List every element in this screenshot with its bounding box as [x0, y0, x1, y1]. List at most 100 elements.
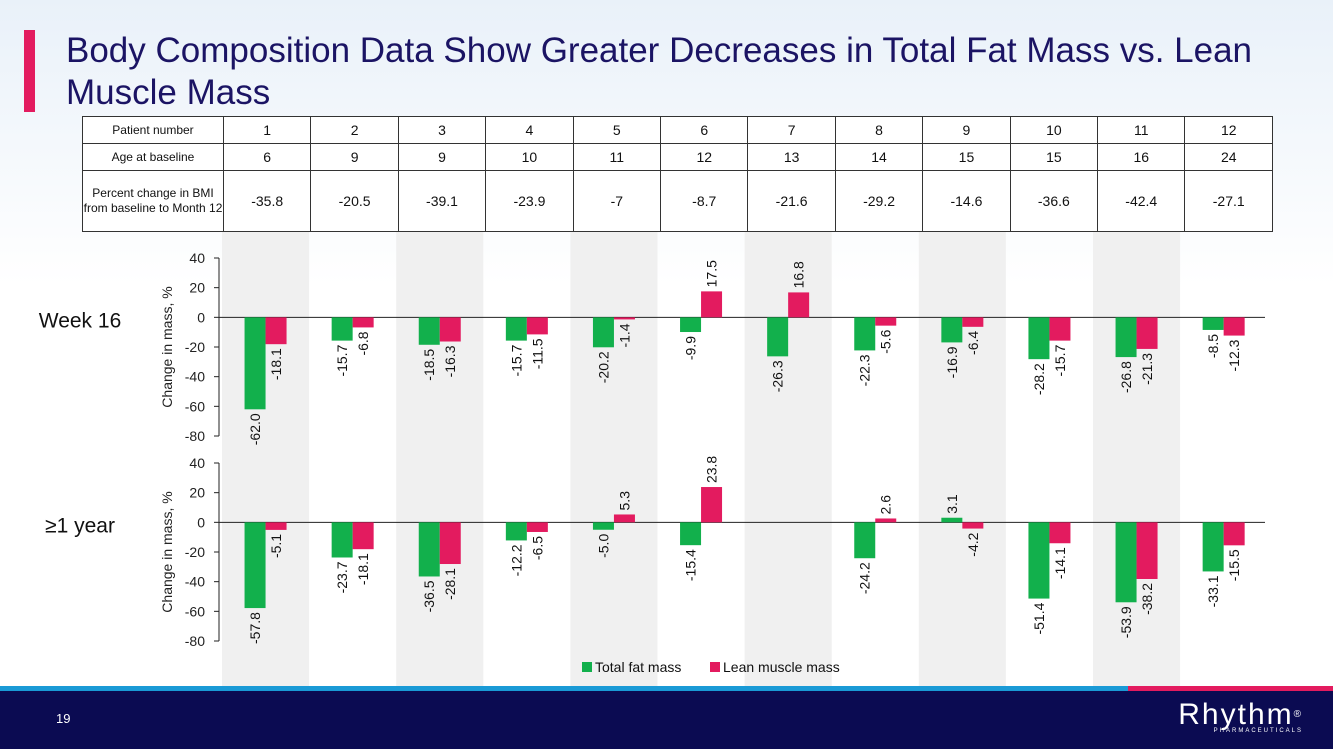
lean-mass-bar	[526, 522, 548, 532]
lean-mass-value-label: 2.6	[878, 495, 894, 515]
patient-number-row: Patient number 1 2 3 4 5 6 7 8 9 10 11 12	[82, 116, 1273, 144]
patient-number-cell: 5	[572, 116, 662, 144]
fat-mass-value-label: -26.3	[770, 360, 786, 392]
lean-mass-bar	[1223, 317, 1245, 336]
age-row: Age at baseline 6 9 9 10 11 12 13 14 15 15 16 24	[82, 143, 1273, 171]
row-header-bmi-change: Percent change in BMI from baseline to M…	[82, 170, 224, 232]
age-cell: 24	[1184, 143, 1273, 171]
fat-mass-value-label: -5.0	[595, 534, 611, 558]
y-tick-label: -60	[185, 398, 205, 414]
fat-mass-value-label: -20.2	[595, 351, 611, 383]
y-tick-label: -40	[185, 574, 205, 590]
lean-mass-value-label: -28.1	[442, 568, 458, 600]
lean-mass-value-label: -18.1	[355, 553, 371, 585]
column-shade	[570, 232, 658, 686]
patient-number-cell: 10	[1009, 116, 1099, 144]
lean-mass-bar	[526, 317, 548, 335]
lean-mass-value-label: -6.8	[355, 331, 371, 355]
column-shade	[222, 232, 310, 686]
fat-mass-bar	[331, 317, 353, 341]
fat-mass-value-label: -9.9	[683, 336, 699, 360]
legend-label-fat: Total fat mass	[595, 659, 681, 675]
age-cell: 9	[310, 143, 399, 171]
fat-mass-value-label: -36.5	[421, 580, 437, 612]
lean-mass-value-label: -16.3	[442, 345, 458, 377]
slide-title: Body Composition Data Show Greater Decre…	[66, 31, 1253, 112]
fat-mass-value-label: -24.2	[857, 562, 873, 594]
fat-mass-bar	[505, 522, 527, 541]
legend-swatch-fat	[582, 662, 592, 672]
bmi-change-cell: -36.6	[1009, 170, 1099, 232]
fat-mass-bar	[680, 522, 702, 546]
lean-mass-bar	[265, 317, 287, 345]
fat-mass-value-label: -33.1	[1205, 575, 1221, 607]
lean-mass-bar	[962, 317, 984, 327]
bmi-change-cell: -14.6	[922, 170, 1011, 232]
patient-number-cell: 4	[485, 116, 574, 144]
lean-mass-value-label: -6.5	[529, 536, 545, 560]
y-tick-label: -20	[185, 339, 205, 355]
fat-mass-value-label: -28.2	[1031, 363, 1047, 395]
y-tick-label: 40	[189, 455, 205, 471]
lean-mass-value-label: -38.2	[1139, 583, 1155, 615]
footer-stripe-pink	[1128, 686, 1333, 691]
fat-mass-bar	[592, 522, 614, 530]
lean-mass-bar	[352, 522, 374, 550]
fat-mass-bar	[854, 317, 876, 351]
lean-mass-bar	[788, 292, 810, 318]
fat-mass-value-label: -15.7	[508, 344, 524, 376]
footer: 19 Rhythm® PHARMACEUTICALS	[0, 691, 1333, 749]
page-number: 19	[56, 711, 71, 726]
lean-mass-bar	[1136, 317, 1158, 349]
lean-mass-bar	[439, 522, 461, 565]
fat-mass-bar	[505, 317, 527, 341]
lean-mass-value-label: -12.3	[1226, 339, 1242, 371]
bmi-change-row: Percent change in BMI from baseline to M…	[82, 170, 1273, 232]
row-header-patient-number: Patient number	[82, 116, 224, 144]
patient-number-cell: 7	[747, 116, 836, 144]
fat-mass-bar	[592, 317, 614, 348]
lean-mass-bar	[875, 518, 897, 523]
fat-mass-bar	[854, 522, 876, 559]
panel-label: ≥1 year	[45, 514, 115, 537]
fat-mass-bar	[1028, 522, 1050, 599]
y-tick-label: -80	[185, 428, 205, 444]
y-tick-label: -60	[185, 603, 205, 619]
fat-mass-value-label: -23.7	[334, 561, 350, 593]
fat-mass-value-label: -12.2	[508, 544, 524, 576]
footer-stripe	[0, 686, 1333, 691]
panel-label: Week 16	[39, 309, 122, 332]
y-tick-label: -80	[185, 633, 205, 649]
patient-number-cell: 12	[1184, 116, 1273, 144]
bmi-change-cell: -8.7	[660, 170, 749, 232]
lean-mass-value-label: -15.5	[1226, 549, 1242, 581]
column-shade	[1093, 232, 1181, 686]
fat-mass-bar	[680, 317, 702, 333]
fat-mass-bar	[1202, 317, 1224, 330]
age-cell: 12	[660, 143, 749, 171]
row-header-age: Age at baseline	[82, 143, 224, 171]
fat-mass-bar	[1115, 522, 1137, 603]
lean-mass-value-label: 16.8	[791, 261, 807, 288]
y-axis-title: Change in mass, %	[159, 286, 175, 407]
fat-mass-bar	[1115, 317, 1137, 358]
age-cell: 9	[397, 143, 487, 171]
lean-mass-value-label: 5.3	[616, 491, 632, 511]
fat-mass-value-label: -26.8	[1118, 361, 1134, 393]
patient-number-cell: 2	[310, 116, 399, 144]
lean-mass-bar	[701, 487, 723, 523]
y-tick-label: 20	[189, 280, 205, 296]
fat-mass-value-label: -57.8	[247, 612, 263, 644]
fat-mass-value-label: -62.0	[247, 413, 263, 445]
lean-mass-value-label: -18.1	[268, 348, 284, 380]
patient-number-cell: 3	[397, 116, 487, 144]
title-accent-bar	[24, 30, 35, 112]
lean-mass-bar	[265, 522, 287, 530]
lean-mass-value-label: -5.6	[878, 329, 894, 353]
lean-mass-bar	[1049, 522, 1071, 544]
lean-mass-bar	[1223, 522, 1245, 546]
fat-mass-bar	[1202, 522, 1224, 572]
age-cell: 10	[485, 143, 574, 171]
lean-mass-bar	[962, 522, 984, 529]
patient-number-cell: 1	[222, 116, 312, 144]
